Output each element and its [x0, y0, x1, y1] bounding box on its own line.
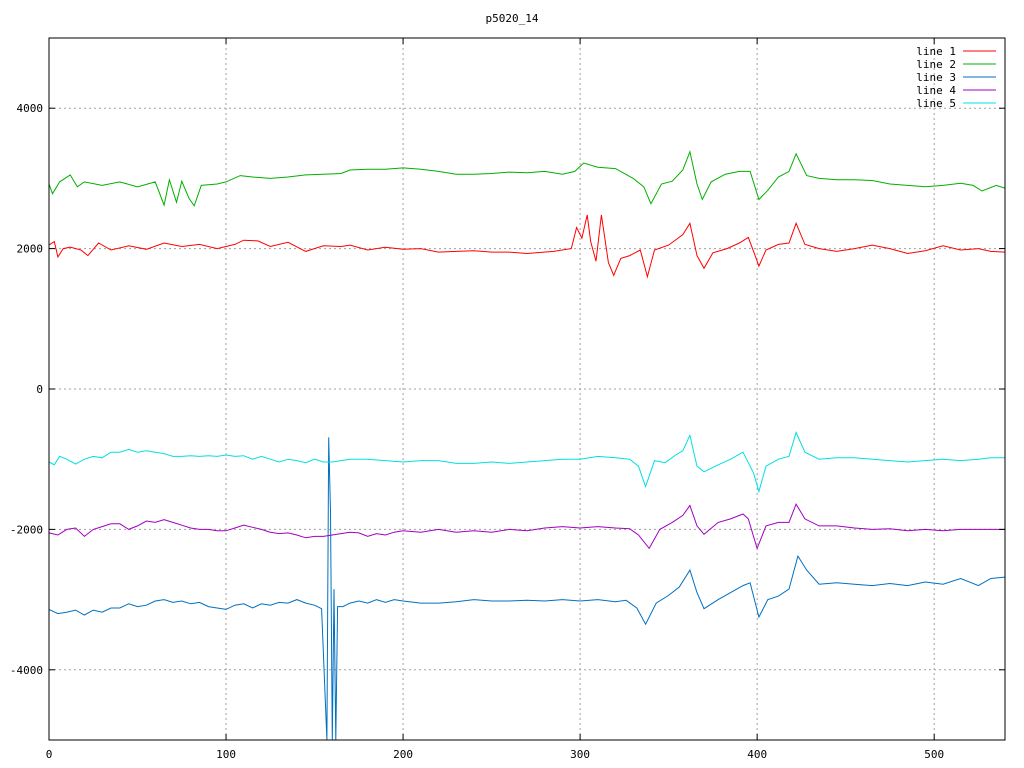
x-tick-label: 300 — [570, 748, 590, 761]
x-tick-label: 400 — [747, 748, 767, 761]
legend-label: line 5 — [916, 97, 956, 110]
axes: 0 100 200 300 400 500 -4000 -2000 0 2000 4000 — [10, 37, 1006, 761]
x-tick-label: 500 — [924, 748, 944, 761]
legend-label: line 3 — [916, 71, 956, 84]
legend-label: line 1 — [916, 45, 956, 58]
plot-frame — [48, 37, 1006, 741]
grid-lines — [49, 38, 1005, 740]
series-line-1 — [49, 214, 1005, 279]
series-lines — [49, 149, 1005, 740]
y-tick-label: -4000 — [10, 664, 43, 677]
series-line-5 — [49, 431, 1005, 494]
legend-label: line 4 — [916, 84, 956, 97]
x-tick-label: 200 — [393, 748, 413, 761]
series-line-2 — [49, 149, 1005, 207]
series-line-4 — [49, 502, 1005, 550]
x-tick-label: 100 — [216, 748, 236, 761]
x-tick-label: 0 — [46, 748, 53, 761]
y-tick-label: 4000 — [17, 102, 44, 115]
chart-title: p5020_14 — [486, 12, 539, 25]
legend-label: line 2 — [916, 58, 956, 71]
y-tick-label: -2000 — [10, 523, 43, 536]
series-line-3 — [49, 437, 1005, 740]
y-tick-label: 0 — [36, 383, 43, 396]
y-tick-label: 2000 — [17, 243, 44, 256]
